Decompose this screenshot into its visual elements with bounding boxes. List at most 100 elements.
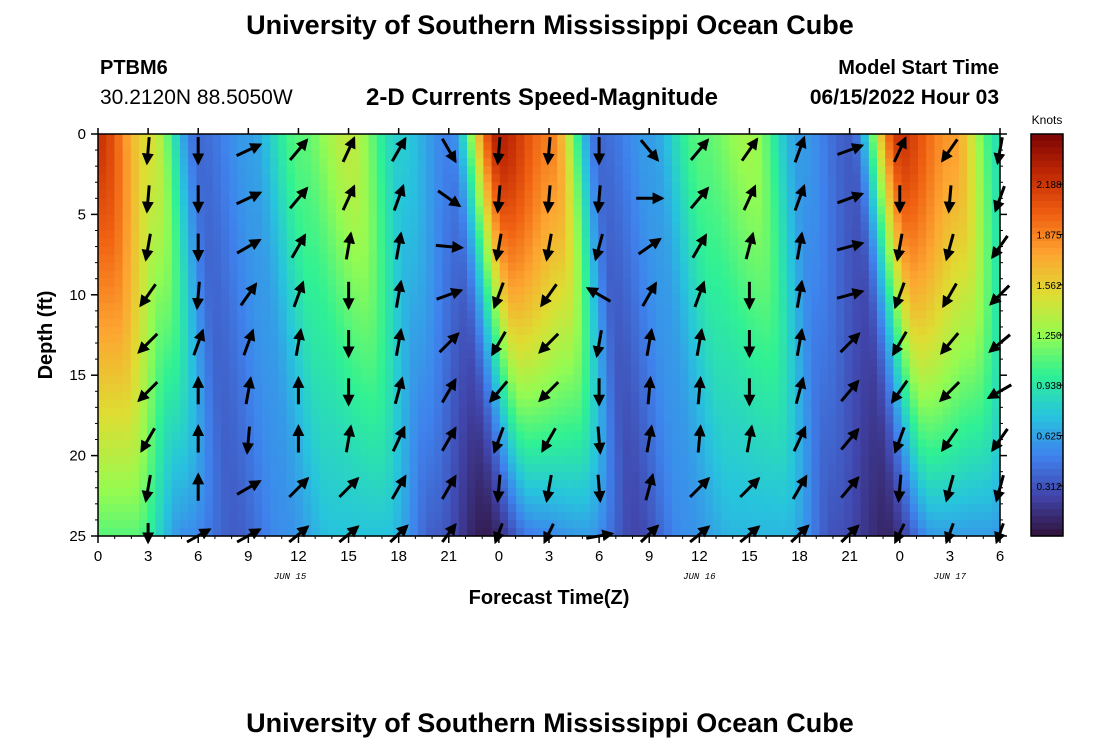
heat-cell (204, 286, 214, 296)
heat-cell (704, 503, 714, 513)
heat-cell (442, 134, 452, 143)
heat-cell (319, 246, 329, 256)
heat-cell (483, 359, 493, 368)
heat-cell (180, 150, 189, 159)
heat-cell (508, 246, 517, 256)
heat-cell (270, 318, 279, 328)
heat-cell (130, 519, 140, 529)
heat-cell (286, 182, 296, 191)
heat-cell (565, 463, 575, 473)
heat-cell (212, 431, 222, 441)
heat-cell (762, 359, 771, 368)
heat-cell (98, 391, 107, 400)
heat-cell (237, 174, 247, 183)
heat-cell (483, 222, 493, 232)
heat-cell (688, 310, 698, 320)
heat-cell (532, 222, 542, 232)
heat-cell (762, 198, 771, 207)
heat-cell (376, 519, 386, 529)
heat-cell (729, 166, 739, 175)
heat-cell (327, 222, 337, 232)
heat-cell (606, 230, 616, 240)
heat-cell (647, 439, 657, 449)
heat-cell (311, 351, 320, 360)
heat-cell (516, 142, 525, 151)
heat-cell (893, 326, 903, 336)
heat-cell (893, 471, 903, 481)
heat-cell (237, 343, 247, 352)
heat-cell (672, 359, 681, 368)
heat-cell (467, 351, 476, 360)
heat-cell (590, 214, 599, 224)
heat-cell (253, 310, 263, 320)
heat-cell (672, 399, 681, 408)
heat-cell (188, 399, 197, 408)
heat-cell (901, 302, 911, 312)
heat-cell (549, 182, 558, 191)
heat-cell (688, 238, 698, 248)
heat-cell (524, 318, 534, 328)
heat-cell (844, 487, 853, 497)
heat-cell (721, 310, 730, 320)
heat-cell (122, 503, 132, 513)
heat-cell (721, 407, 730, 416)
heat-cell (180, 351, 189, 360)
heat-cell (549, 206, 558, 215)
heat-cell (376, 431, 386, 441)
heat-cell (786, 367, 796, 376)
heat-cell (327, 190, 337, 199)
heat-cell (778, 150, 788, 159)
heat-cell (573, 479, 583, 489)
heat-cell (409, 302, 419, 312)
heat-cell (311, 294, 320, 304)
heat-cell (467, 174, 476, 183)
heat-cell (483, 511, 493, 521)
heat-cell (573, 367, 583, 376)
heat-cell (385, 439, 394, 449)
heat-cell (491, 142, 501, 151)
heat-cell (663, 286, 673, 296)
heat-cell (819, 310, 829, 320)
heat-cell (376, 415, 386, 425)
heat-cell (106, 431, 115, 441)
heat-cell (204, 351, 214, 360)
heat-cell (737, 206, 747, 215)
heat-cell (778, 431, 788, 441)
heat-cell (836, 463, 845, 473)
heat-cell (754, 463, 763, 473)
heat-cell (614, 471, 624, 481)
heat-cell (909, 270, 919, 280)
heat-cell (729, 487, 739, 497)
heat-cell (278, 294, 288, 304)
heat-cell (155, 254, 165, 264)
heat-cell (663, 206, 673, 215)
heat-cell (147, 463, 156, 473)
heat-cell (868, 222, 878, 232)
heat-cell (852, 206, 862, 215)
heat-cell (401, 198, 411, 207)
heat-cell (655, 343, 665, 352)
heat-cell (819, 142, 829, 151)
heat-cell (237, 134, 247, 143)
heat-cell (762, 495, 771, 505)
heat-cell (696, 351, 706, 360)
heat-cell (885, 431, 894, 441)
heat-cell (573, 407, 583, 416)
heat-cell (221, 318, 230, 328)
heat-cell (655, 463, 665, 473)
heat-cell (335, 479, 345, 489)
heat-cell (237, 270, 247, 280)
heat-cell (524, 182, 534, 191)
heat-cell (532, 158, 542, 167)
heat-cell (893, 286, 903, 296)
heat-cell (344, 158, 353, 167)
heat-cell (647, 302, 657, 312)
heat-cell (688, 503, 698, 513)
heat-cell (270, 214, 279, 224)
heat-cell (614, 326, 624, 336)
heat-cell (450, 254, 460, 264)
heat-cell (836, 310, 845, 320)
heat-cell (442, 230, 452, 240)
heat-cell (409, 206, 419, 215)
heat-cell (229, 222, 238, 232)
